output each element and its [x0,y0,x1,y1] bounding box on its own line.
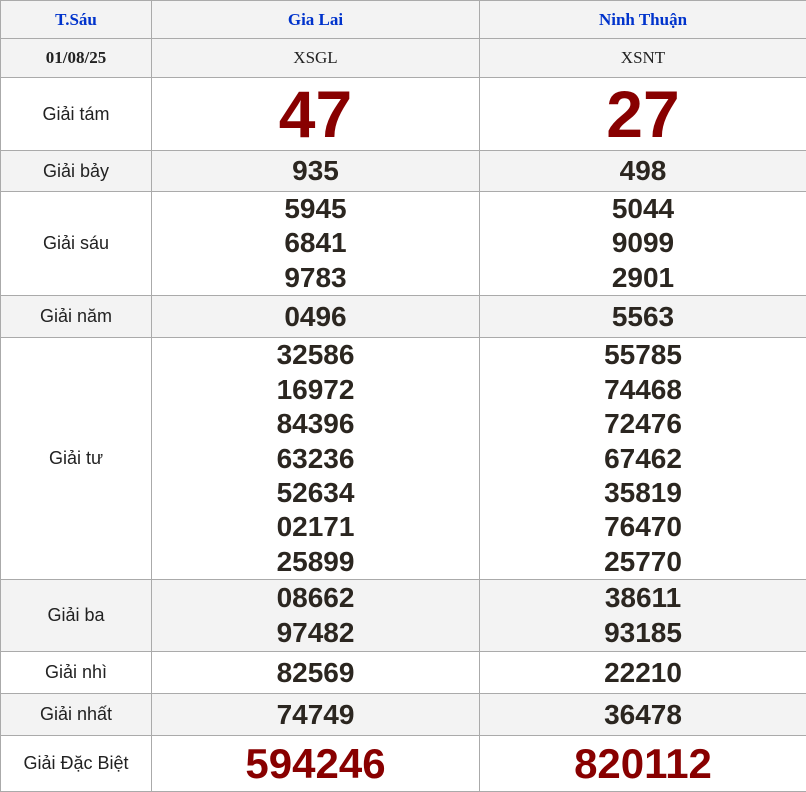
prize-number: 25899 [152,545,479,579]
prize-number: 93185 [480,616,806,650]
ninh-thuan-result: 22210 [480,652,806,694]
gia-lai-result: 594246 [152,736,480,792]
prize-number: 76470 [480,510,806,544]
prize-number: 5945 [152,192,479,226]
prize-number: 74468 [480,373,806,407]
prize-number: 47 [152,79,479,149]
prize-number: 5563 [480,300,806,334]
code-xsgl: XSGL [152,39,480,78]
ninh-thuan-result: 820112 [480,736,806,792]
prize-label: Giải năm [1,296,152,338]
prize-number: 22210 [480,656,806,690]
gia-lai-result: 74749 [152,694,480,736]
gia-lai-result: 935 [152,151,480,192]
gia-lai-result: 82569 [152,652,480,694]
day-header: T.Sáu [1,1,152,39]
prize-label: Giải nhì [1,652,152,694]
prize-number: 25770 [480,545,806,579]
prize-number: 16972 [152,373,479,407]
prize-number: 72476 [480,407,806,441]
ninh-thuan-result: 36478 [480,694,806,736]
prize-number: 02171 [152,510,479,544]
prize-number: 9099 [480,226,806,260]
prize-number: 36478 [480,698,806,732]
prize-number: 67462 [480,442,806,476]
prize-number: 35819 [480,476,806,510]
province-gia-lai[interactable]: Gia Lai [152,1,480,39]
gia-lai-result: 47 [152,78,480,151]
prize-label: Giải tư [1,338,152,580]
prize-number: 6841 [152,226,479,260]
prize-number: 820112 [480,739,806,789]
prize-number: 5044 [480,192,806,226]
prize-number: 08662 [152,581,479,615]
prize-number: 27 [480,79,806,149]
prize-label: Giải ba [1,580,152,652]
prize-number: 52634 [152,476,479,510]
prize-number: 9783 [152,261,479,295]
prize-number: 55785 [480,338,806,372]
prize-label: Giải tám [1,78,152,151]
prize-number: 935 [152,154,479,188]
prize-number: 97482 [152,616,479,650]
draw-date: 01/08/25 [1,39,152,78]
prize-label: Giải sáu [1,192,152,296]
prize-label: Giải bảy [1,151,152,192]
province-ninh-thuan[interactable]: Ninh Thuận [480,1,806,39]
prize-number: 594246 [152,739,479,789]
subheader-row: 01/08/25 XSGL XSNT [1,39,806,78]
prize-number: 74749 [152,698,479,732]
prize-label: Giải Đặc Biệt [1,736,152,792]
code-xsnt: XSNT [480,39,806,78]
prize-number: 38611 [480,581,806,615]
prize-number: 32586 [152,338,479,372]
prize-number: 498 [480,154,806,188]
ninh-thuan-result: 498 [480,151,806,192]
gia-lai-result: 0496 [152,296,480,338]
prize-number: 63236 [152,442,479,476]
prize-number: 84396 [152,407,479,441]
ninh-thuan-result: 27 [480,78,806,151]
prize-number: 0496 [152,300,479,334]
header-row: T.Sáu Gia Lai Ninh Thuận [1,1,806,39]
prize-label: Giải nhất [1,694,152,736]
prize-number: 2901 [480,261,806,295]
prize-number: 82569 [152,656,479,690]
ninh-thuan-result: 5563 [480,296,806,338]
